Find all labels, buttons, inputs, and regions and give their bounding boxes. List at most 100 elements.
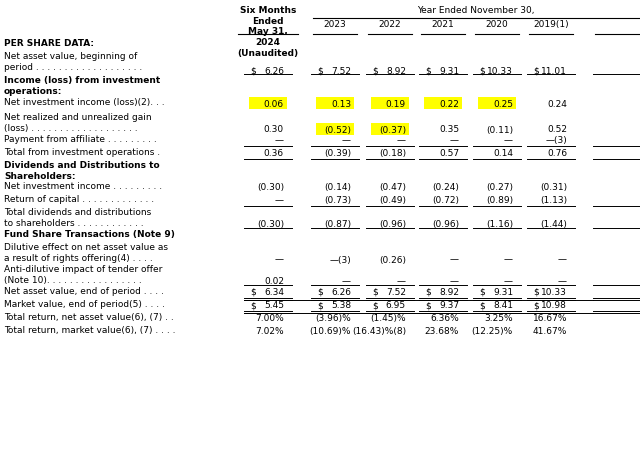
Text: 10.98: 10.98 xyxy=(541,301,567,310)
Text: 2021: 2021 xyxy=(431,20,454,29)
Text: (0.37): (0.37) xyxy=(379,126,406,135)
Text: 0.06: 0.06 xyxy=(264,100,284,109)
Bar xyxy=(371,98,409,109)
Text: Total return, net asset value(6), (7) . .: Total return, net asset value(6), (7) . … xyxy=(4,313,173,322)
Text: (1.16): (1.16) xyxy=(486,220,513,229)
Text: —: — xyxy=(450,256,459,265)
Text: Dilutive effect on net asset value as
a result of rights offering(4) . . . .: Dilutive effect on net asset value as a … xyxy=(4,243,168,263)
Text: $: $ xyxy=(533,288,539,297)
Text: —: — xyxy=(275,196,284,205)
Text: (0.27): (0.27) xyxy=(486,183,513,192)
Text: 9.37: 9.37 xyxy=(439,301,459,310)
Text: 7.52: 7.52 xyxy=(331,67,351,76)
Text: Year Ended November 30,: Year Ended November 30, xyxy=(417,6,535,15)
Text: 0.25: 0.25 xyxy=(493,100,513,109)
Text: $: $ xyxy=(533,67,539,76)
Text: 0.57: 0.57 xyxy=(439,149,459,158)
Text: (0.31): (0.31) xyxy=(540,183,567,192)
Text: 7.02%: 7.02% xyxy=(255,327,284,336)
Text: $: $ xyxy=(425,301,431,310)
Text: Net asset value, beginning of
period . . . . . . . . . . . . . . . . . . .: Net asset value, beginning of period . .… xyxy=(4,52,142,72)
Text: 11.01: 11.01 xyxy=(541,67,567,76)
Text: 8.92: 8.92 xyxy=(439,288,459,297)
Text: $: $ xyxy=(250,288,256,297)
Text: 8.92: 8.92 xyxy=(386,67,406,76)
Text: (0.11): (0.11) xyxy=(486,126,513,135)
Text: (0.52): (0.52) xyxy=(324,126,351,135)
Text: Income (loss) from investment
operations:: Income (loss) from investment operations… xyxy=(4,76,160,96)
Text: 0.22: 0.22 xyxy=(439,100,459,109)
Text: 0.13: 0.13 xyxy=(331,100,351,109)
Bar xyxy=(371,123,409,135)
Text: Dividends and Distributions to
Shareholders:: Dividends and Distributions to Sharehold… xyxy=(4,161,159,181)
Text: —: — xyxy=(558,256,567,265)
Text: 0.14: 0.14 xyxy=(493,149,513,158)
Text: (0.72): (0.72) xyxy=(432,196,459,205)
Text: —: — xyxy=(275,256,284,265)
Text: 0.35: 0.35 xyxy=(439,126,459,135)
Text: 9.31: 9.31 xyxy=(493,288,513,297)
Text: $: $ xyxy=(533,301,539,310)
Text: Net realized and unrealized gain
(loss) . . . . . . . . . . . . . . . . . . .: Net realized and unrealized gain (loss) … xyxy=(4,113,152,133)
Text: 7.00%: 7.00% xyxy=(255,314,284,323)
Text: 2019(1): 2019(1) xyxy=(533,20,569,29)
Text: 6.34: 6.34 xyxy=(264,288,284,297)
Text: 0.02: 0.02 xyxy=(264,278,284,287)
Text: (1.13): (1.13) xyxy=(540,196,567,205)
Text: Payment from affiliate . . . . . . . . .: Payment from affiliate . . . . . . . . . xyxy=(4,135,157,144)
Text: (3.96)%: (3.96)% xyxy=(316,314,351,323)
Text: (0.96): (0.96) xyxy=(379,220,406,229)
Text: —: — xyxy=(342,278,351,287)
Text: —: — xyxy=(504,256,513,265)
Text: 5.45: 5.45 xyxy=(264,301,284,310)
Text: $: $ xyxy=(317,301,323,310)
Text: 0.52: 0.52 xyxy=(547,126,567,135)
Text: $: $ xyxy=(425,67,431,76)
Text: (0.87): (0.87) xyxy=(324,220,351,229)
Text: (0.14): (0.14) xyxy=(324,183,351,192)
Text: —: — xyxy=(275,136,284,145)
Text: (0.89): (0.89) xyxy=(486,196,513,205)
Text: Net investment income (loss)(2). . .: Net investment income (loss)(2). . . xyxy=(4,98,164,107)
Text: 6.26: 6.26 xyxy=(331,288,351,297)
Text: $: $ xyxy=(479,301,484,310)
Text: (0.73): (0.73) xyxy=(324,196,351,205)
Text: $: $ xyxy=(317,67,323,76)
Text: (0.30): (0.30) xyxy=(257,220,284,229)
Text: Total from investment operations .: Total from investment operations . xyxy=(4,148,160,157)
Text: (16.43)%(8): (16.43)%(8) xyxy=(352,327,406,336)
Text: —: — xyxy=(342,136,351,145)
Text: 7.52: 7.52 xyxy=(386,288,406,297)
Text: (0.39): (0.39) xyxy=(324,149,351,158)
Text: Net asset value, end of period . . . .: Net asset value, end of period . . . . xyxy=(4,287,164,296)
Text: Net investment income . . . . . . . . .: Net investment income . . . . . . . . . xyxy=(4,182,162,191)
Text: 2023: 2023 xyxy=(324,20,346,29)
Text: 16.67%: 16.67% xyxy=(532,314,567,323)
Text: —: — xyxy=(558,278,567,287)
Text: (1.45)%: (1.45)% xyxy=(371,314,406,323)
Text: (0.30): (0.30) xyxy=(257,183,284,192)
Text: —: — xyxy=(397,136,406,145)
Text: $: $ xyxy=(372,67,378,76)
Text: 2020: 2020 xyxy=(486,20,508,29)
Text: —: — xyxy=(504,136,513,145)
Text: 6.26: 6.26 xyxy=(264,67,284,76)
Text: (0.24): (0.24) xyxy=(432,183,459,192)
Text: —: — xyxy=(450,136,459,145)
Text: $: $ xyxy=(479,67,484,76)
Text: 23.68%: 23.68% xyxy=(424,327,459,336)
Text: 10.33: 10.33 xyxy=(541,288,567,297)
Text: Market value, end of period(5) . . . .: Market value, end of period(5) . . . . xyxy=(4,300,165,309)
Text: $: $ xyxy=(425,288,431,297)
Text: 0.30: 0.30 xyxy=(264,126,284,135)
Text: 41.67%: 41.67% xyxy=(532,327,567,336)
Text: $: $ xyxy=(317,288,323,297)
Text: 10.33: 10.33 xyxy=(487,67,513,76)
Text: (0.26): (0.26) xyxy=(379,256,406,265)
Text: (1.44): (1.44) xyxy=(540,220,567,229)
Bar xyxy=(249,98,287,109)
Text: Total dividends and distributions
to shareholders . . . . . . . . . . . .: Total dividends and distributions to sha… xyxy=(4,208,151,228)
Text: (0.49): (0.49) xyxy=(379,196,406,205)
Text: —: — xyxy=(397,278,406,287)
Text: 0.19: 0.19 xyxy=(386,100,406,109)
